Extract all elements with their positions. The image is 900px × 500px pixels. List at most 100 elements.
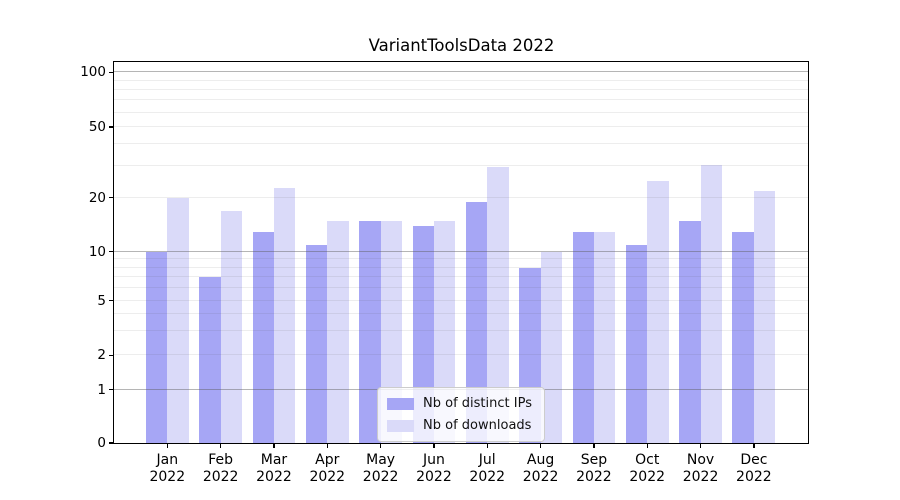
legend-label-downloads: Nb of downloads: [423, 418, 532, 433]
minor-gridline-2: [114, 354, 808, 356]
y-tick-50: [109, 126, 114, 128]
minor-gridline-60: [114, 111, 808, 113]
bar-distinct-ips-jul: [465, 202, 488, 443]
bar-downloads-oct: [647, 181, 669, 443]
minor-gridline-90: [114, 79, 808, 81]
minor-gridline-4: [114, 312, 808, 314]
legend-label-distinct-ips: Nb of distinct IPs: [423, 396, 532, 411]
y-tick-label-100: 100: [80, 64, 106, 81]
bar-group-dec: [732, 190, 776, 443]
x-tick-label-jun: Jun 2022: [416, 452, 452, 485]
bar-downloads-feb: [220, 210, 243, 443]
minor-gridline-7: [114, 275, 808, 277]
x-tick-nov: [699, 443, 702, 448]
minor-gridline-9: [114, 258, 808, 260]
bar-group-mar: [252, 187, 296, 443]
x-tick-oct: [646, 443, 648, 448]
bar-downloads-sep: [593, 231, 616, 443]
y-tick-2: [109, 354, 114, 357]
plot-area: 0 1 2 5 10 20 50 100 Jan 2022 Feb 2022 Mar 2022 Apr 202…: [80, 61, 809, 485]
y-tick-10: [109, 251, 114, 253]
x-tick-label-oct: Oct 2022: [629, 452, 666, 485]
y-tick-label-0: 0: [97, 435, 106, 451]
y-tick-0: [109, 442, 114, 444]
x-tick-label-apr: Apr 2022: [309, 452, 346, 485]
legend-row-distinct-ips: Nb of distinct IPs: [387, 395, 532, 412]
x-tick-jan: [166, 443, 168, 448]
bar-group-feb: [199, 210, 243, 443]
x-tick-mar: [273, 443, 275, 448]
bar-distinct-ips-dec: [732, 231, 754, 443]
bar-downloads-nov: [700, 164, 722, 443]
x-tick-label-jul: Jul 2022: [469, 452, 506, 485]
x-tick-label-jan: Jan 2022: [149, 452, 186, 485]
x-tick-apr: [326, 443, 328, 448]
bar-distinct-ips-feb: [199, 277, 221, 443]
bar-downloads-dec: [753, 190, 776, 443]
bar-distinct-ips-may: [359, 220, 381, 443]
bar-group-oct: [625, 181, 669, 443]
bar-distinct-ips-sep: [572, 231, 594, 443]
y-tick-label-1: 1: [97, 381, 106, 398]
minor-gridline-3: [114, 330, 808, 332]
bar-downloads-mar: [273, 187, 296, 443]
minor-gridline-30: [114, 165, 808, 167]
x-tick-may: [379, 443, 382, 448]
ticks-layer: [109, 62, 808, 448]
bar-downloads-apr: [327, 220, 349, 443]
bar-group-jan: [145, 198, 189, 443]
minor-gridline-20: [114, 196, 808, 198]
x-tick-label-may: May 2022: [362, 452, 399, 485]
minor-gridline-6: [114, 286, 808, 288]
x-tick-feb: [219, 443, 222, 448]
x-tick-label-feb: Feb 2022: [202, 452, 239, 485]
bar-distinct-ips-nov: [679, 220, 701, 443]
y-tick-label-2: 2: [97, 347, 106, 364]
bar-group-apr: [305, 220, 349, 443]
bars-layer: [114, 62, 808, 443]
minor-gridline-8: [114, 266, 808, 268]
bar-distinct-ips-apr: [305, 244, 328, 443]
x-tick-label-aug: Aug 2022: [522, 452, 559, 485]
x-tick-label-dec: Dec 2022: [736, 452, 772, 485]
minor-gridline-50: [114, 126, 808, 128]
bar-downloads-aug: [540, 252, 562, 443]
x-tick-label-mar: Mar 2022: [256, 452, 292, 485]
x-tick-sep: [593, 443, 595, 448]
y-tick-label-20: 20: [88, 189, 106, 206]
bar-distinct-ips-mar: [252, 231, 274, 443]
x-tick-aug: [539, 443, 542, 448]
y-tick-5: [109, 299, 114, 302]
bar-distinct-ips-jan: [145, 252, 168, 443]
legend-row-downloads: Nb of downloads: [387, 417, 532, 434]
y-tick-1: [109, 388, 114, 391]
x-tick-jul: [486, 443, 488, 448]
y-tick-label-50: 50: [88, 119, 106, 136]
x-tick-label-sep: Sep 2022: [576, 452, 612, 485]
major-gridline-10: [114, 250, 808, 252]
chart-title: VariantToolsData 2022: [368, 36, 555, 55]
y-tick-100: [109, 71, 114, 73]
minor-gridline-40: [114, 143, 808, 145]
minor-gridline-70: [114, 99, 808, 101]
axis-labels-layer: 0 1 2 5 10 20 50 100 Jan 2022 Feb 2022 Mar 2022 Apr 202…: [80, 62, 808, 484]
y-tick-label-5: 5: [97, 292, 106, 309]
bar-group-sep: [572, 231, 616, 443]
x-tick-label-nov: Nov 2022: [682, 452, 719, 485]
minor-gridline-80: [114, 88, 808, 90]
legend-swatch-downloads: [387, 419, 415, 432]
minor-gridline-5: [114, 299, 808, 301]
gridlines-layer: [114, 62, 808, 443]
major-gridline-100: [114, 71, 808, 73]
y-tick-20: [109, 197, 114, 199]
x-tick-jun: [433, 443, 435, 448]
y-tick-label-10: 10: [88, 243, 106, 260]
bar-downloads-jul: [487, 167, 509, 443]
bar-group-jul: [465, 167, 509, 443]
bar-downloads-jan: [167, 198, 189, 443]
legend-swatch-distinct-ips: [387, 397, 415, 410]
bar-distinct-ips-oct: [625, 244, 648, 443]
x-tick-dec: [753, 443, 755, 448]
bar-group-nov: [679, 164, 722, 443]
